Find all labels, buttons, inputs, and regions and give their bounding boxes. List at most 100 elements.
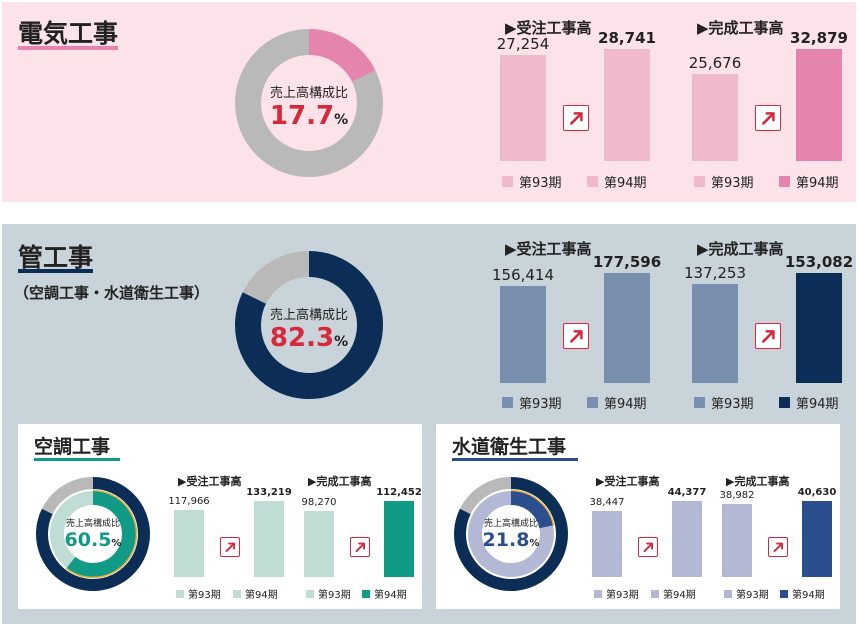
- piping-completed-header: ▶完成工事高: [697, 240, 784, 258]
- increase-arrow-icon: [768, 537, 788, 557]
- electrical-donut-label: 売上高構成比: [269, 86, 348, 101]
- bar-value-label: 156,414: [491, 266, 555, 285]
- donut-slice-highlight: [510, 491, 554, 529]
- legend-label: 第93期: [711, 176, 754, 191]
- electrical-title-underline: [18, 46, 118, 50]
- bar-value-label: 25,676: [688, 53, 742, 72]
- water-donut-value: 21.8: [482, 529, 530, 551]
- legend-label: 第94期: [374, 590, 407, 601]
- legend-swatch: [594, 589, 602, 598]
- legend-swatch: [780, 589, 788, 598]
- legend-swatch: [694, 176, 705, 187]
- electrical-donut-ring: [235, 29, 383, 177]
- bar-93: [304, 510, 334, 577]
- bar-value-label: 153,082: [784, 253, 854, 271]
- piping-orders-legend-94: 第94期: [587, 393, 647, 412]
- legend-swatch: [779, 176, 790, 187]
- piping-orders-legend-93: 第93期: [502, 393, 562, 412]
- legend-label: 第93期: [606, 590, 639, 601]
- electrical-completed-legend-94: 第94期: [779, 172, 839, 191]
- air-conditioning-donut-unit: %: [111, 538, 122, 549]
- bar-value-label: 98,270: [301, 496, 337, 508]
- legend-swatch: [306, 589, 314, 598]
- air-conditioning-completed-chart: 98,270 112,452: [301, 487, 422, 577]
- electrical-completed-header: ▶完成工事高: [697, 19, 784, 37]
- air-conditioning-completed-header: ▶完成工事高: [308, 475, 372, 488]
- outer-ring-piping: [36, 477, 150, 591]
- bar-value-label: 28,741: [598, 29, 656, 47]
- water-completed-legend-93: 第93期: [724, 586, 769, 601]
- electrical-orders-legend-94: 第94期: [587, 172, 647, 191]
- bar-93: [692, 284, 738, 383]
- piping-donut-value: 82.3: [269, 323, 335, 353]
- piping-orders-chart: 156,414 177,596: [492, 253, 661, 383]
- legend-label: 第93期: [519, 397, 562, 412]
- air-conditioning-title: 空調工事: [34, 436, 111, 458]
- electrical-orders-chart: 27,254 28,741: [497, 29, 656, 161]
- legend-label: 第94期: [604, 176, 647, 191]
- highlight-outline: [466, 489, 556, 579]
- legend-label: 第93期: [519, 176, 562, 191]
- legend-swatch: [502, 397, 513, 408]
- bar-value-label: 112,452: [376, 487, 422, 498]
- electrical-donut-value: 17.7: [269, 101, 335, 131]
- air-conditioning-orders-legend-93: 第93期: [176, 586, 221, 601]
- air-conditioning-panel: [18, 424, 422, 609]
- donut-slice-rest: [50, 491, 94, 568]
- bar-value-label: 38,447: [589, 497, 625, 509]
- bar-value-label: 40,630: [797, 487, 837, 498]
- water-title-underline: [452, 458, 578, 461]
- water-donut-ring: [454, 477, 568, 591]
- water-donut-text: 売上高構成比 21.8%: [453, 516, 569, 555]
- bar-94: [254, 501, 284, 577]
- donut-slice-rest: [468, 491, 554, 577]
- air-conditioning-donut-ring: [36, 477, 150, 591]
- water-donut-unit: %: [529, 538, 540, 549]
- donut-slice-highlight: [66, 491, 136, 577]
- highlight-outline: [48, 489, 138, 579]
- water-completed-legend-94: 第94期: [780, 586, 825, 601]
- legend-swatch: [502, 176, 513, 187]
- air-conditioning-orders-header: ▶受注工事高: [178, 475, 242, 488]
- legend-label: 第94期: [604, 397, 647, 412]
- donut-slice-rest: [235, 29, 383, 177]
- bar-value-label: 27,254: [496, 34, 550, 53]
- bar-93: [592, 511, 622, 577]
- legend-label: 第94期: [792, 590, 825, 601]
- bar-94: [796, 49, 842, 161]
- electrical-orders-header: ▶受注工事高: [505, 19, 592, 37]
- outer-ring-other: [459, 477, 512, 515]
- piping-donut-label: 売上高構成比: [269, 308, 348, 323]
- bar-94: [796, 273, 842, 383]
- legend-label: 第93期: [711, 397, 754, 412]
- electrical-orders-legend-93: 第93期: [502, 172, 562, 191]
- bar-value-label: 133,219: [246, 487, 292, 498]
- donut-slice-highlight: [235, 251, 383, 399]
- piping-note: （空調工事・水道衛生工事）: [14, 284, 210, 302]
- bar-94: [604, 49, 650, 161]
- water-orders-header: ▶受注工事高: [596, 475, 660, 488]
- electrical-completed-legend-93: 第93期: [694, 172, 754, 191]
- air-conditioning-orders-chart: 117,966 133,219: [168, 487, 292, 577]
- legend-swatch: [176, 589, 184, 598]
- air-conditioning-completed-legend-94: 第94期: [362, 586, 407, 601]
- legend-label: 第94期: [796, 397, 839, 412]
- outer-ring-other: [41, 477, 94, 515]
- water-completed-chart: 38,982 40,630: [720, 487, 836, 577]
- air-conditioning-donut-label: 売上高構成比: [65, 519, 120, 529]
- increase-arrow-icon: [220, 537, 240, 557]
- donut-slice-highlight: [308, 29, 376, 83]
- piping-donut-ring: [235, 251, 383, 399]
- electrical-completed-chart: 25,676 32,879: [688, 29, 848, 161]
- bar-93: [500, 54, 546, 161]
- air-conditioning-completed-legend-93: 第93期: [306, 586, 351, 601]
- bar-94: [672, 501, 702, 577]
- increase-arrow-icon: [638, 537, 658, 557]
- donut-slice-rest: [242, 251, 310, 305]
- water-orders-legend-93: 第93期: [594, 586, 639, 601]
- water-donut: [454, 477, 568, 591]
- legend-swatch: [724, 589, 732, 598]
- bar-93: [692, 73, 738, 161]
- legend-swatch: [233, 589, 241, 598]
- electrical-donut: [235, 29, 383, 177]
